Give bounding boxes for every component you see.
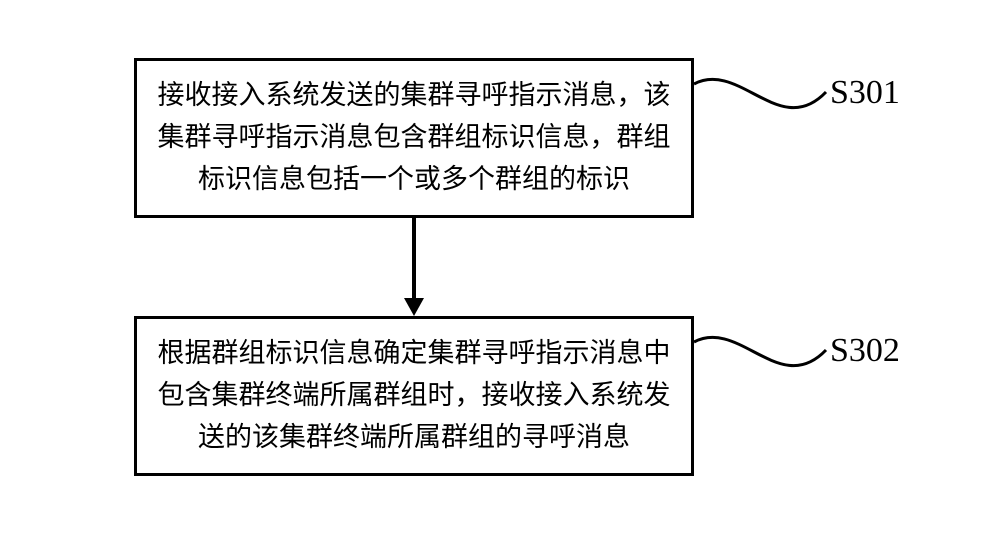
step-label-s301: S301 — [830, 74, 900, 112]
flowchart-canvas: 接收接入系统发送的集群寻呼指示消息，该集群寻呼指示消息包含群组标识信息，群组标识… — [0, 0, 1000, 544]
step-label-s302: S302 — [830, 332, 900, 370]
